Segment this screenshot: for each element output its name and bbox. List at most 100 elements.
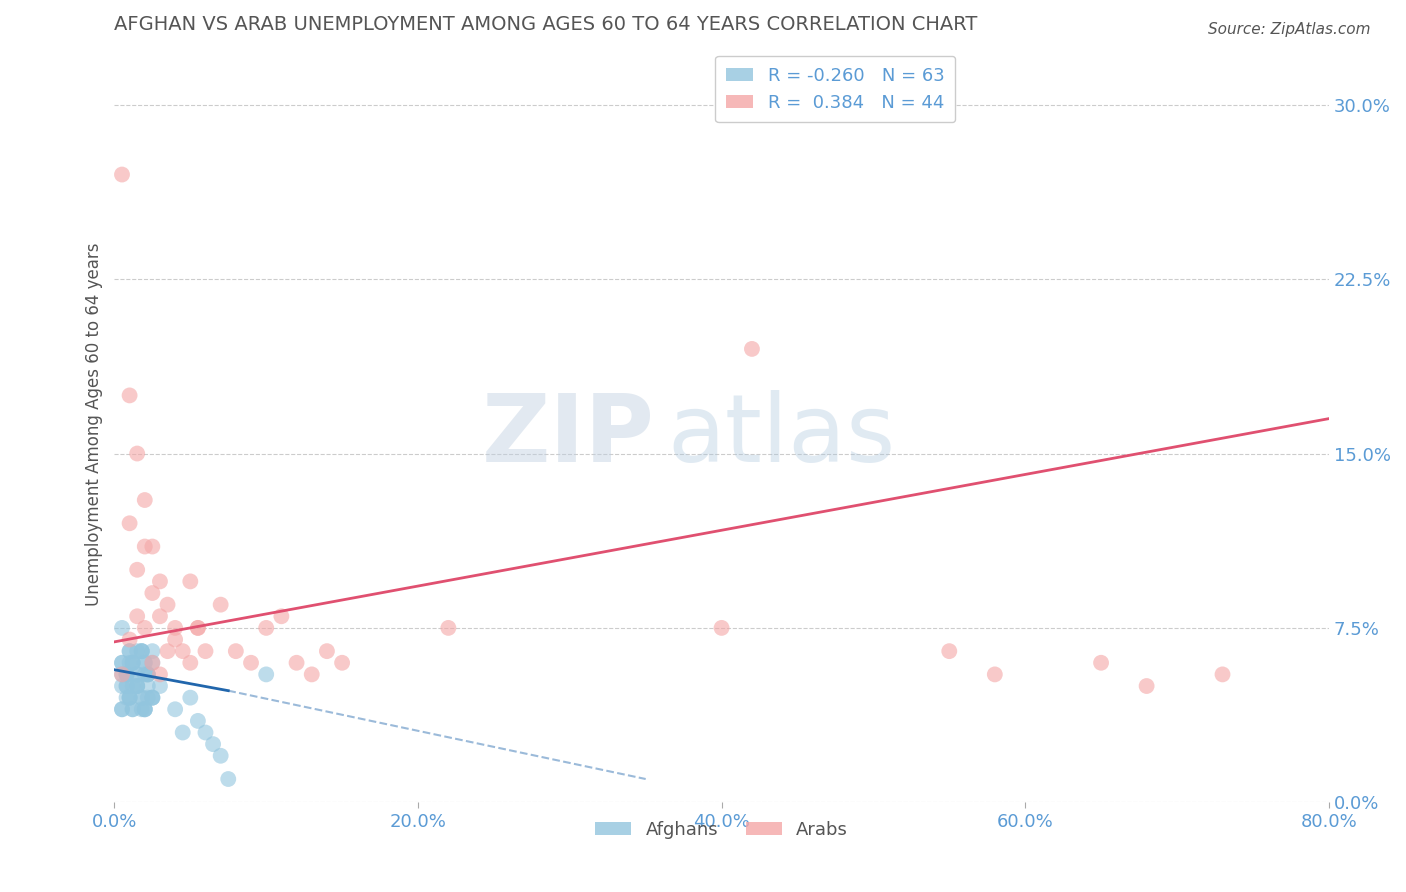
Point [134,702,156,716]
Point [209,748,232,763]
Point [136,690,159,705]
Point [172,725,194,739]
Point [330,656,353,670]
Point [187,714,209,728]
Legend: Afghans, Arabs: Afghans, Arabs [588,814,855,847]
Point [437,621,460,635]
Point [202,737,225,751]
Point [136,667,159,681]
Point [149,679,172,693]
Point [217,772,239,786]
Point [118,644,141,658]
Point [115,667,138,681]
Point [149,667,172,681]
Point [149,609,172,624]
Point [127,446,149,460]
Point [127,644,149,658]
Point [111,702,134,716]
Point [136,679,159,693]
Point [285,656,308,670]
Point [121,656,143,670]
Point [179,690,201,705]
Point [131,644,153,658]
Point [254,667,277,681]
Point [179,574,201,589]
Point [134,656,156,670]
Point [194,644,217,658]
Point [111,679,134,693]
Point [141,644,163,658]
Point [111,667,134,681]
Point [156,644,179,658]
Point [127,679,149,693]
Point [984,667,1007,681]
Point [1090,656,1112,670]
Point [115,667,138,681]
Point [301,667,323,681]
Point [270,609,292,624]
Point [118,632,141,647]
Point [141,690,163,705]
Point [131,690,153,705]
Point [141,690,163,705]
Point [134,667,156,681]
Point [136,667,159,681]
Point [149,574,172,589]
Point [127,563,149,577]
Point [134,702,156,716]
Point [141,690,163,705]
Text: AFGHAN VS ARAB UNEMPLOYMENT AMONG AGES 60 TO 64 YEARS CORRELATION CHART: AFGHAN VS ARAB UNEMPLOYMENT AMONG AGES 6… [114,15,977,34]
Point [111,621,134,635]
Point [225,644,247,658]
Point [134,540,156,554]
Point [118,656,141,670]
Point [115,667,138,681]
Point [118,690,141,705]
Point [127,609,149,624]
Y-axis label: Unemployment Among Ages 60 to 64 years: Unemployment Among Ages 60 to 64 years [86,243,103,607]
Point [118,690,141,705]
Text: ZIP: ZIP [482,390,655,482]
Point [165,702,187,716]
Point [938,644,960,658]
Point [134,656,156,670]
Point [131,702,153,716]
Point [111,168,134,182]
Text: atlas: atlas [666,390,896,482]
Point [134,621,156,635]
Point [131,690,153,705]
Point [741,342,763,356]
Point [141,540,163,554]
Point [118,516,141,531]
Point [121,702,143,716]
Point [127,667,149,681]
Point [165,632,187,647]
Point [118,388,141,402]
Point [134,702,156,716]
Point [111,702,134,716]
Point [118,690,141,705]
Point [165,621,187,635]
Point [187,621,209,635]
Point [111,656,134,670]
Text: Source: ZipAtlas.com: Source: ZipAtlas.com [1208,22,1371,37]
Point [1136,679,1159,693]
Point [254,621,277,635]
Point [127,667,149,681]
Point [127,679,149,693]
Point [121,656,143,670]
Point [131,644,153,658]
Point [115,679,138,693]
Point [115,690,138,705]
Point [141,656,163,670]
Point [240,656,263,670]
Point [194,725,217,739]
Point [710,621,733,635]
Point [141,656,163,670]
Point [179,656,201,670]
Point [121,702,143,716]
Point [127,679,149,693]
Point [118,644,141,658]
Point [209,598,232,612]
Point [1211,667,1233,681]
